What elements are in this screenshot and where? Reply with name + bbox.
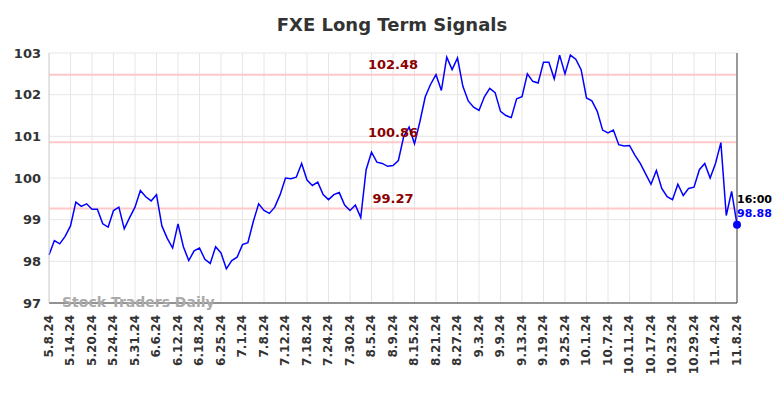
html-text:FXE Long Term Signals: FXE Long Term Signals [276, 14, 508, 35]
svg-text:8.15.24: 8.15.24 [407, 315, 421, 366]
svg-text:9.13.24: 9.13.24 [515, 315, 529, 366]
svg-text:100.86: 100.86 [368, 125, 418, 140]
svg-text:16:00: 16:00 [737, 193, 772, 206]
svg-text:6.12.24: 6.12.24 [171, 315, 185, 366]
svg-text:5.14.24: 5.14.24 [63, 315, 77, 366]
svg-text:100: 100 [14, 171, 41, 186]
html-text:Stock Traders Daily: Stock Traders Daily [62, 294, 215, 310]
svg-text:103: 103 [14, 46, 41, 61]
svg-text:6.25.24: 6.25.24 [214, 315, 228, 366]
svg-text:7.1.24: 7.1.24 [235, 315, 249, 358]
svg-text:10.11.24: 10.11.24 [622, 315, 636, 374]
svg-text:7.30.24: 7.30.24 [343, 315, 357, 366]
svg-text:9.19.24: 9.19.24 [536, 315, 550, 366]
svg-text:10.17.24: 10.17.24 [644, 315, 658, 374]
svg-text:5.20.24: 5.20.24 [85, 315, 99, 366]
svg-text:102: 102 [14, 87, 41, 102]
svg-text:11.4.24: 11.4.24 [708, 315, 722, 366]
svg-text:9.9.24: 9.9.24 [493, 315, 507, 358]
svg-text:102.48: 102.48 [368, 57, 418, 72]
svg-text:8.21.24: 8.21.24 [429, 315, 443, 366]
svg-text:8.5.24: 8.5.24 [364, 315, 378, 358]
svg-text:5.31.24: 5.31.24 [128, 315, 142, 366]
svg-text:5.24.24: 5.24.24 [106, 315, 120, 366]
svg-text:10.1.24: 10.1.24 [579, 315, 593, 366]
svg-text:9.3.24: 9.3.24 [472, 315, 486, 358]
svg-text:101: 101 [14, 129, 41, 144]
svg-text:7.18.24: 7.18.24 [300, 315, 314, 366]
svg-text:5.8.24: 5.8.24 [42, 315, 56, 358]
svg-text:98.88: 98.88 [737, 207, 772, 220]
svg-text:10.23.24: 10.23.24 [665, 315, 679, 374]
svg-text:6.18.24: 6.18.24 [192, 315, 206, 366]
svg-text:7.12.24: 7.12.24 [278, 315, 292, 366]
svg-text:6.6.24: 6.6.24 [149, 315, 163, 358]
svg-text:8.9.24: 8.9.24 [386, 315, 400, 358]
svg-text:7.8.24: 7.8.24 [257, 315, 271, 358]
svg-text:98: 98 [23, 254, 41, 269]
svg-text:10.29.24: 10.29.24 [687, 315, 701, 374]
svg-text:99: 99 [23, 212, 41, 227]
svg-text:99.27: 99.27 [372, 191, 413, 206]
svg-text:97: 97 [23, 296, 41, 311]
svg-text:7.24.24: 7.24.24 [321, 315, 335, 366]
svg-text:8.27.24: 8.27.24 [450, 315, 464, 366]
svg-text:10.7.24: 10.7.24 [601, 315, 615, 366]
svg-text:11.8.24: 11.8.24 [730, 315, 744, 366]
svg-text:9.25.24: 9.25.24 [558, 315, 572, 366]
